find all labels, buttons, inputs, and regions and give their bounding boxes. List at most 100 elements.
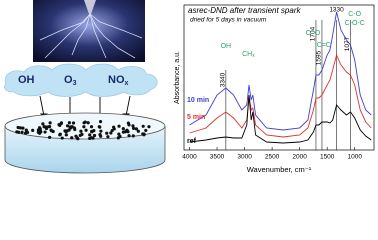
plot-frame [183, 4, 375, 151]
particle [134, 127, 138, 131]
particle [125, 129, 130, 133]
group-label: C=O [306, 30, 321, 37]
particle [84, 128, 88, 132]
series-label: 10 min [187, 97, 209, 104]
chart: 4000 3500 3000 2500 2000 1500 1000 Wavenumber, … [174, 4, 375, 174]
particle [31, 128, 35, 133]
particle [49, 129, 54, 133]
particle [70, 125, 74, 129]
particle [64, 133, 68, 137]
x-axis-label: Wavenumber, cm⁻¹ [247, 165, 312, 174]
particle [136, 129, 140, 133]
particle [117, 124, 121, 128]
particle [60, 136, 64, 140]
particle [92, 133, 97, 138]
group-label: OH [221, 43, 232, 50]
reactive-species-cloud [4, 63, 158, 97]
group-label: C-O-C [345, 20, 365, 27]
particle [144, 128, 148, 133]
particle [76, 137, 80, 141]
particle [89, 125, 94, 129]
species-nox: NOx [108, 74, 129, 87]
particle [16, 125, 20, 130]
particle [86, 121, 90, 125]
particle [47, 125, 51, 129]
plasma-photo [33, 0, 145, 62]
species-o3: O3 [64, 74, 77, 87]
species-sub: 3 [73, 80, 77, 87]
species-labels: OH O3 NOx [18, 74, 129, 87]
particle [99, 129, 103, 133]
particle [59, 121, 64, 125]
particle [79, 129, 83, 133]
particle [58, 123, 62, 127]
species-text: NO [108, 74, 125, 86]
particle [65, 129, 69, 133]
species-text: OH [18, 74, 35, 86]
particle [43, 130, 47, 134]
particle [83, 120, 87, 124]
x-tick-label: 3500 [210, 154, 225, 161]
peak-label: 1077 [344, 36, 351, 51]
x-tick-label: 1000 [347, 154, 362, 161]
x-tick-label: 2500 [265, 154, 280, 161]
series-label: 5 min [187, 114, 205, 121]
series-line [189, 53, 372, 138]
particle [88, 133, 92, 137]
particle [74, 134, 78, 138]
particle [73, 127, 77, 132]
particle [98, 120, 103, 124]
figure: OH O3 NOx 4000 3500 3000 2500 2000 1500 1000Wave… [4, 0, 375, 174]
particle [131, 134, 135, 138]
group-label: CHx [242, 51, 255, 59]
particle [117, 132, 121, 136]
chart-subtitle: dried for 5 days in vacuum [190, 17, 267, 24]
particle [109, 131, 113, 135]
species-sub: x [125, 80, 129, 87]
particle [118, 134, 122, 139]
species-text: O [64, 74, 73, 86]
peak-label: 3340 [220, 72, 227, 87]
particle [15, 130, 19, 134]
particle [131, 126, 136, 130]
particle [106, 135, 110, 139]
particle [127, 123, 131, 127]
particle [21, 126, 25, 130]
peak-label: 1330 [329, 7, 344, 14]
particle [141, 124, 145, 128]
particle [92, 129, 96, 133]
particle [71, 121, 76, 125]
group-text: CH [242, 51, 252, 58]
series-line [189, 11, 372, 131]
particle [147, 125, 151, 129]
y-axis-label: Absorbance, a.u. [174, 51, 181, 104]
particle [67, 121, 72, 125]
peak-label: 1595 [316, 50, 323, 65]
chart-title: asrec-DND after transient spark [188, 6, 301, 15]
particle [41, 122, 45, 126]
particle [58, 133, 62, 137]
nanoparticles [15, 120, 151, 141]
particle [78, 133, 82, 137]
group-sub: x [252, 53, 255, 59]
particle [36, 128, 40, 132]
particle [105, 131, 109, 135]
particle [70, 136, 74, 140]
particle [20, 130, 24, 134]
group-label: C=C [317, 42, 331, 49]
x-tick-label: 4000 [182, 154, 197, 161]
particle [48, 121, 52, 125]
particle [42, 125, 46, 129]
particle [127, 134, 131, 138]
particle [82, 125, 86, 129]
particle [110, 128, 114, 133]
series-line [189, 94, 372, 144]
x-tick-label: 1500 [320, 154, 335, 161]
peak-label: 1704 [310, 26, 317, 41]
particle [112, 125, 116, 129]
particle [99, 134, 103, 138]
x-tick-label: 3000 [237, 154, 252, 161]
particle [24, 128, 28, 132]
species-oh: OH [18, 74, 35, 86]
particle [141, 132, 145, 136]
